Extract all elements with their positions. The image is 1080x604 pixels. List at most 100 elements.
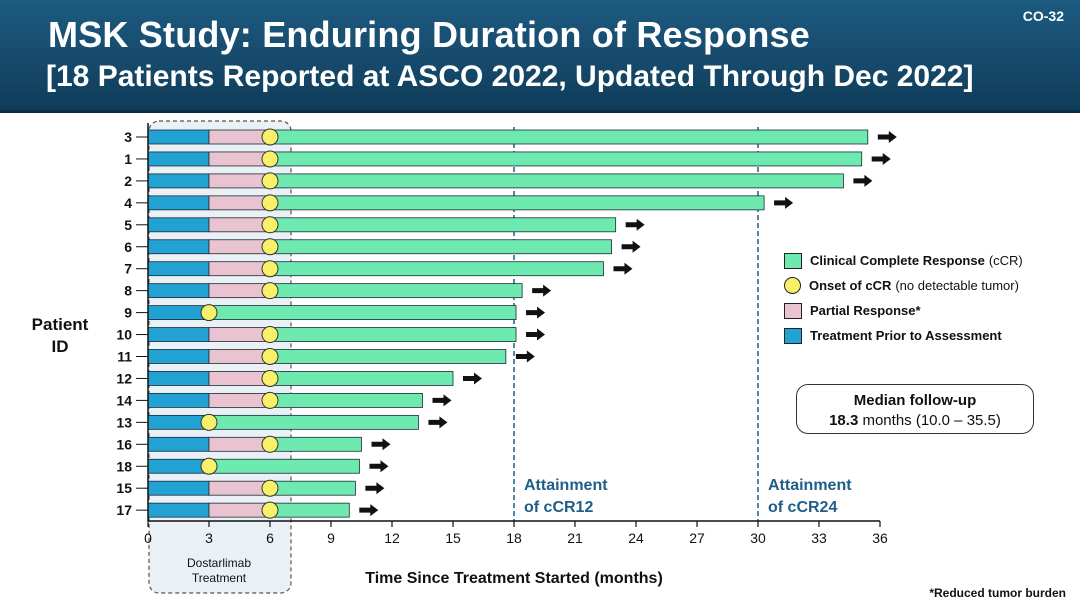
ongoing-arrow xyxy=(432,394,452,407)
onset-marker xyxy=(261,238,279,256)
onset-marker xyxy=(261,348,279,365)
x-tick-label: 33 xyxy=(811,530,827,546)
ccr-bar xyxy=(269,327,517,342)
onset-marker xyxy=(261,326,279,344)
patient-id-label: 3 xyxy=(124,129,132,145)
patient-id-label: 9 xyxy=(124,305,132,321)
ccr-bar xyxy=(269,261,604,277)
legend-swatch-partial xyxy=(784,302,802,319)
legend-note-ccr: (cCR) xyxy=(988,253,1023,268)
patient-row-6 xyxy=(147,238,641,256)
partial-response-bar xyxy=(208,349,271,364)
patient-id-label: 10 xyxy=(116,327,132,343)
patient-id-label: 15 xyxy=(116,480,132,496)
onset-marker xyxy=(261,391,279,409)
ccr-bar xyxy=(208,414,419,430)
x-tick-label: 6 xyxy=(266,530,274,546)
onset-marker xyxy=(200,413,218,431)
patient-id-label: 16 xyxy=(116,436,132,452)
treatment-bar xyxy=(147,305,210,321)
legend-label-onset: Onset of cCR xyxy=(809,278,892,293)
patient-row-15 xyxy=(147,479,385,497)
followup-value-line: 18.3 months (10.0 – 35.5) xyxy=(797,412,1033,429)
slide-title: MSK Study: Enduring Duration of Response xyxy=(48,14,810,55)
patient-id-label: 5 xyxy=(124,217,132,233)
partial-response-bar xyxy=(208,195,271,211)
ccr-bar xyxy=(269,283,523,299)
ongoing-arrow xyxy=(871,152,891,165)
y-axis-title-line1: Patient xyxy=(31,315,89,334)
partial-response-bar xyxy=(208,392,271,408)
patient-id-label: 14 xyxy=(116,392,132,408)
ccr-bar xyxy=(269,195,765,211)
patient-row-16 xyxy=(147,435,391,453)
legend-item-ccr: Clinical Complete Response (cCR) xyxy=(784,248,1074,273)
treatment-bar xyxy=(147,436,210,452)
patient-row-1 xyxy=(147,150,891,168)
partial-response-bar xyxy=(208,502,271,518)
ongoing-arrow xyxy=(625,218,645,231)
onset-marker xyxy=(261,194,279,212)
ccr-bar xyxy=(208,305,517,321)
y-axis-title: Patient ID xyxy=(24,314,96,358)
partial-response-bar xyxy=(208,261,271,277)
x-tick-label: 0 xyxy=(144,530,152,546)
treatment-bar xyxy=(147,283,210,299)
reference-label-18-line2: of cCR12 xyxy=(524,499,593,516)
legend-swatch-onset xyxy=(784,277,801,294)
bars xyxy=(147,128,897,519)
patient-row-7 xyxy=(147,260,633,278)
patient-id-label: 2 xyxy=(124,173,132,189)
x-tick-label: 9 xyxy=(327,530,335,546)
ongoing-arrow xyxy=(621,240,641,253)
treatment-bar xyxy=(147,217,210,233)
ccr-bar xyxy=(208,458,360,474)
ccr-bar xyxy=(269,502,350,518)
x-tick-label: 15 xyxy=(445,530,461,546)
patient-row-14 xyxy=(147,391,452,409)
x-tick-label: 30 xyxy=(750,530,766,546)
patient-row-18 xyxy=(147,457,389,475)
onset-marker xyxy=(261,501,279,519)
treatment-bar xyxy=(147,195,210,211)
partial-response-bar xyxy=(208,217,271,233)
y-axis-title-line2: ID xyxy=(51,337,69,356)
ccr-bar xyxy=(269,392,423,408)
legend-label-partial: Partial Response* xyxy=(810,303,921,318)
treatment-bar xyxy=(147,173,210,189)
ongoing-arrow xyxy=(613,262,633,275)
ccr-bar xyxy=(269,129,869,145)
patient-row-13 xyxy=(147,413,448,431)
patient-row-3 xyxy=(147,128,897,146)
ongoing-arrow xyxy=(359,504,379,517)
x-tick-label: 21 xyxy=(567,530,583,546)
ccr-bar xyxy=(269,151,863,167)
onset-marker xyxy=(261,216,279,234)
patient-row-10 xyxy=(147,326,546,344)
ongoing-arrow xyxy=(774,196,794,209)
onset-marker xyxy=(261,369,279,387)
partial-response-bar xyxy=(208,327,271,342)
footnote: *Reduced tumor burden xyxy=(929,586,1066,600)
onset-marker xyxy=(261,435,279,453)
x-tick-label: 24 xyxy=(628,530,644,546)
patient-id-label: 13 xyxy=(116,414,132,430)
legend-swatch-treatment xyxy=(784,327,802,344)
patient-row-8 xyxy=(147,282,552,300)
x-axis-title: Time Since Treatment Started (months) xyxy=(365,570,663,587)
patient-row-9 xyxy=(147,304,546,322)
slide-header: MSK Study: Enduring Duration of Response… xyxy=(0,0,1080,113)
legend-label-treatment: Treatment Prior to Assessment xyxy=(810,328,1002,343)
x-tick-label: 27 xyxy=(689,530,705,546)
patient-id-label: 1 xyxy=(124,151,132,167)
ongoing-arrow xyxy=(428,416,448,429)
ccr-bar xyxy=(269,173,844,189)
patient-id-label: 17 xyxy=(116,502,132,518)
x-tick-label: 3 xyxy=(205,530,213,546)
treatment-bar xyxy=(147,151,210,167)
legend-item-treatment: Treatment Prior to Assessment xyxy=(784,323,1074,348)
median-followup-box: Median follow-up 18.3 months (10.0 – 35.… xyxy=(796,384,1034,434)
